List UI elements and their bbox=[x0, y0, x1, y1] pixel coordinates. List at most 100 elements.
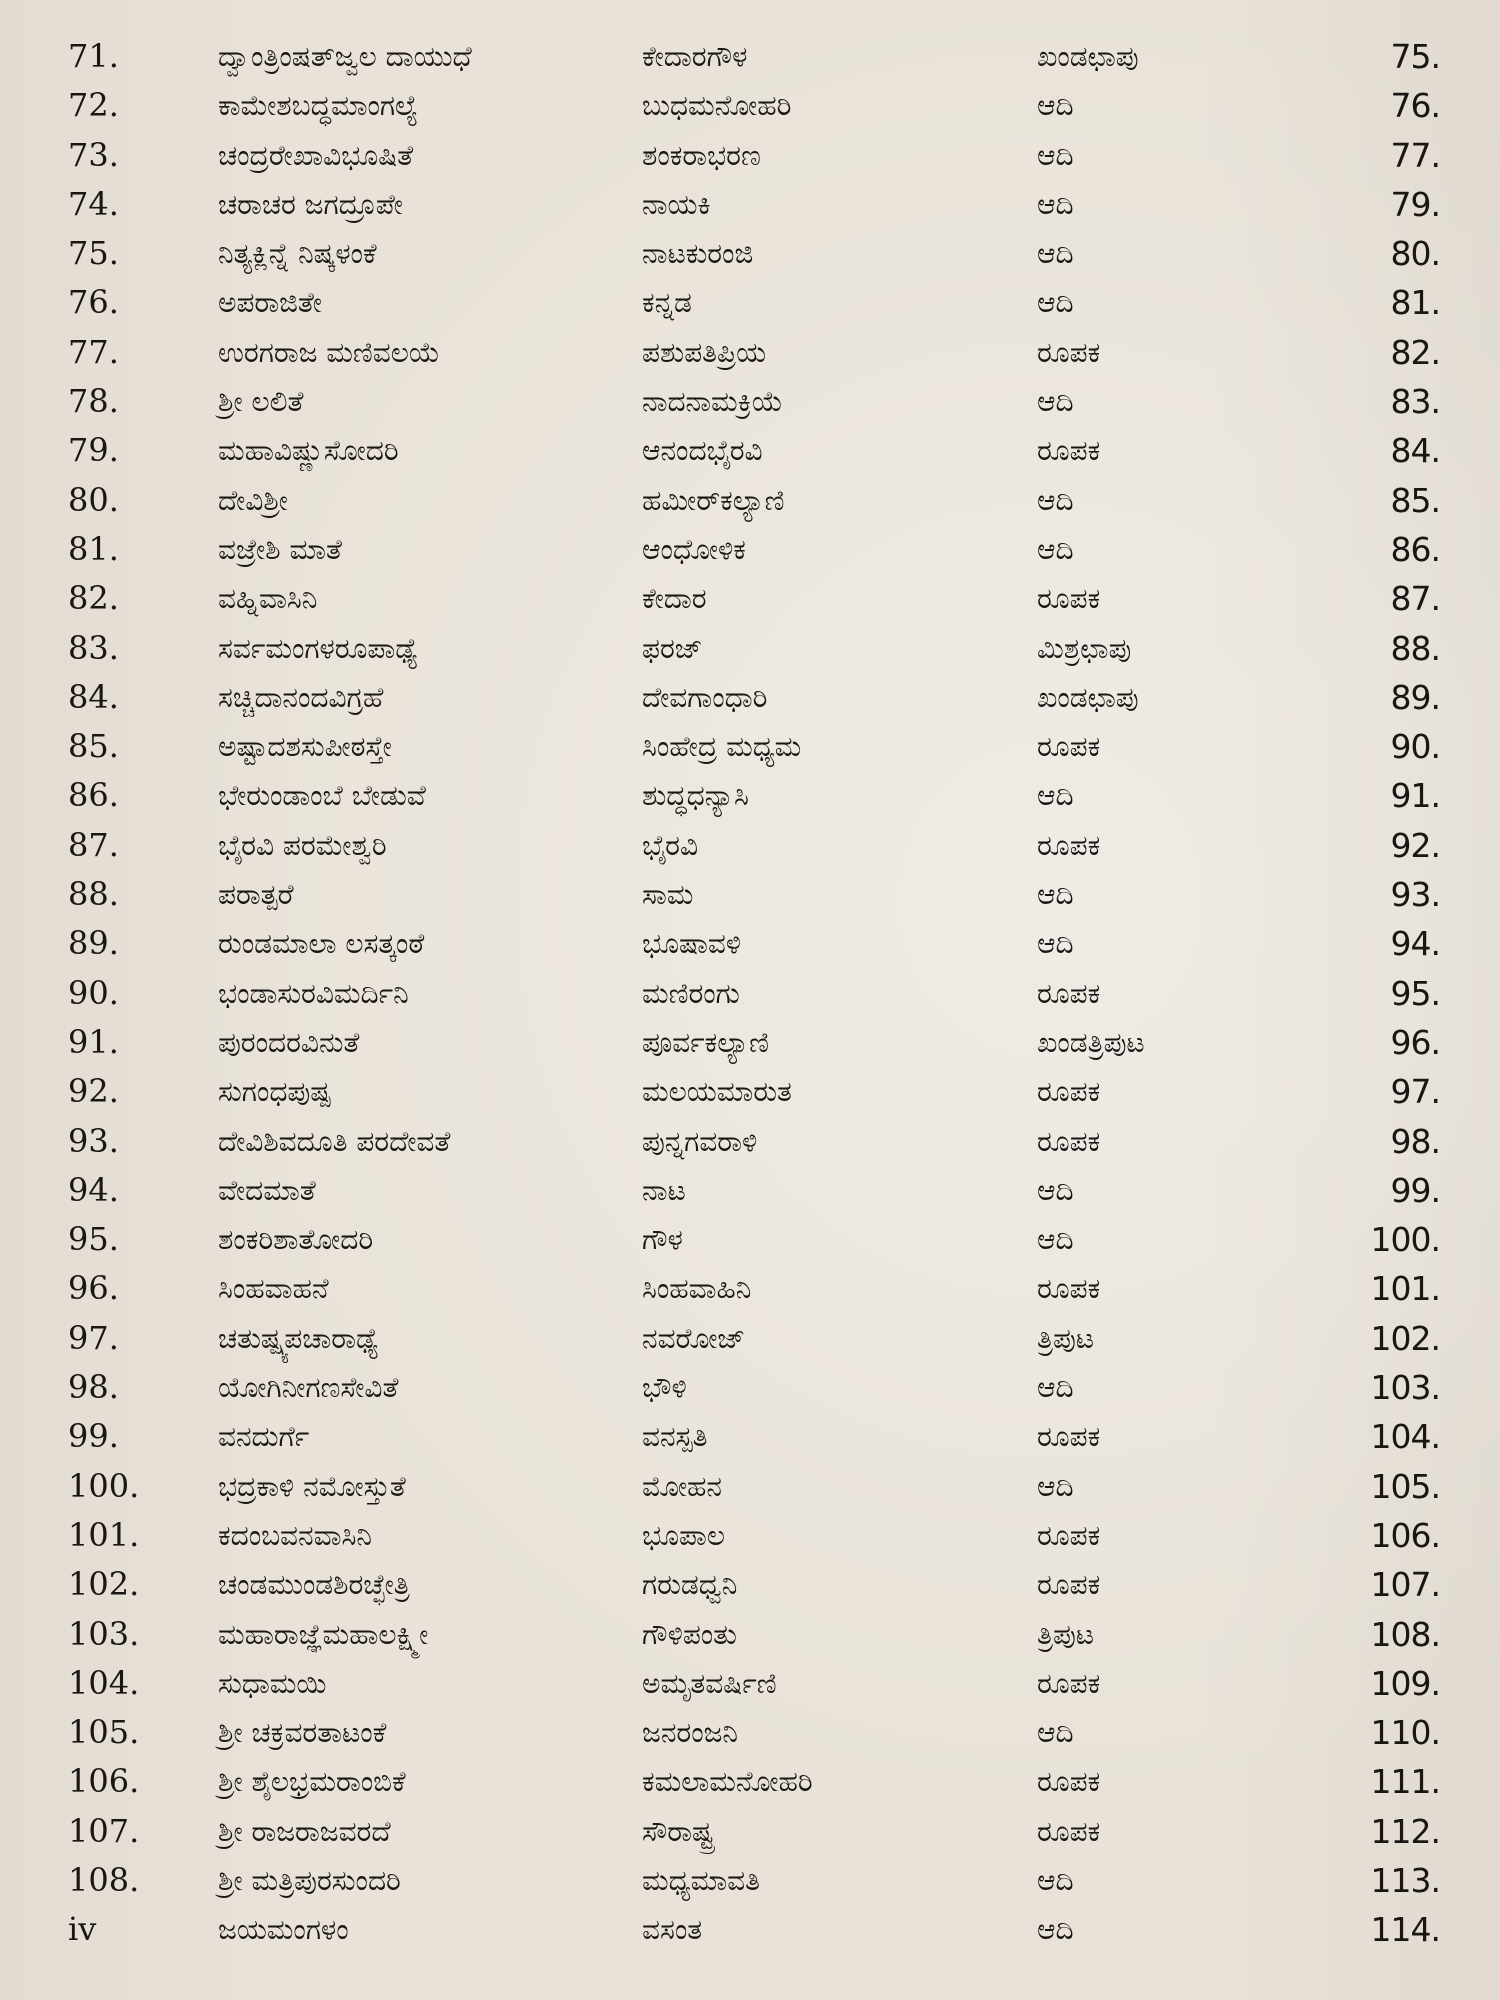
tala-name: ರೂಪಕ bbox=[1037, 730, 1101, 764]
raga-name: ವನಸ್ಪತಿ bbox=[642, 1420, 708, 1454]
item-number: 72. bbox=[68, 86, 119, 125]
item-number: 102. bbox=[68, 1565, 140, 1604]
song-title: ಮಹಾರಾಜ್ಞೆಮಹಾಲಕ್ಷ್ಮೀ bbox=[218, 1617, 429, 1651]
raga-name: ಜನರಂಜನಿ bbox=[642, 1716, 738, 1750]
item-number: 85. bbox=[68, 727, 119, 766]
tala-name: ಆದಿ bbox=[1037, 286, 1074, 320]
page-number: 76. bbox=[1390, 86, 1441, 126]
song-title: ವಹ್ನಿವಾಸಿನಿ bbox=[218, 582, 318, 616]
page-number: 88. bbox=[1390, 628, 1441, 668]
tala-name: ರೂಪಕ bbox=[1037, 828, 1101, 862]
song-title: ಜಯಮಂಗಳಂ bbox=[218, 1913, 349, 1947]
song-title: ಪರಾತ್ಪರೆ bbox=[218, 878, 294, 912]
toc-row: 75. ನಿತ್ಯಕ್ಲಿನ್ನೆ ನಿಷ್ಕಳಂಕೆ ನಾಟಕುರಂಜಿ ಆದಿ 80… bbox=[0, 229, 1500, 278]
tala-name: ಆದಿ bbox=[1037, 927, 1074, 961]
page-number: 86. bbox=[1390, 529, 1441, 569]
raga-name: ವಸಂತ bbox=[642, 1913, 703, 1947]
tala-name: ಆದಿ bbox=[1037, 385, 1074, 419]
raga-name: ಶುದ್ಧಧನ್ಯಾಸಿ bbox=[642, 779, 749, 813]
item-number: 100. bbox=[68, 1466, 140, 1505]
raga-name: ನವರೋಜ್ bbox=[642, 1321, 746, 1355]
page-number: 106. bbox=[1370, 1515, 1441, 1555]
song-title: ಶಂಕರಿಶಾತೋದರಿ bbox=[218, 1223, 374, 1257]
item-number: 73. bbox=[68, 135, 119, 174]
page-number: 75. bbox=[1390, 37, 1441, 76]
item-number: 76. bbox=[68, 283, 119, 322]
tala-name: ರೂಪಕ bbox=[1037, 1765, 1101, 1799]
raga-name: ನಾಟ bbox=[642, 1173, 686, 1207]
song-title: ಭೇರುಂಡಾಂಬೆ ಬೇಡುವೆ bbox=[218, 779, 426, 813]
song-title: ಚತುಷ್ಷ್ಯಪಚಾರಾಢ್ಯೆ bbox=[218, 1321, 379, 1355]
item-number: 108. bbox=[68, 1860, 140, 1899]
toc-row: 95. ಶಂಕರಿಶಾತೋದರಿ ಗೌಳ ಆದಿ 100. bbox=[0, 1215, 1500, 1264]
song-title: ಯೋಗಿನೀಗಣಸೇವಿತೆ bbox=[218, 1371, 399, 1405]
item-number: 81. bbox=[68, 529, 119, 568]
page-number: 108. bbox=[1370, 1614, 1441, 1654]
toc-row: 85. ಅಷ್ಟಾದಶಸುಪೀಠಸ್ತೇ ಸಿಂಹೇದ್ರ ಮಧ್ಯಮ ರೂಪಕ 90. bbox=[0, 722, 1500, 771]
song-title: ಭದ್ರಕಾಳಿ ನಮೋಸ್ತುತೆ bbox=[218, 1469, 406, 1503]
song-title: ಪುರಂದರವಿನುತೆ bbox=[218, 1025, 360, 1059]
toc-row: 98. ಯೋಗಿನೀಗಣಸೇವಿತೆ ಭೌಳಿ ಆದಿ 103. bbox=[0, 1363, 1500, 1412]
raga-name: ಸಿಂಹವಾಹಿನಿ bbox=[642, 1272, 752, 1306]
page-number: 103. bbox=[1370, 1368, 1441, 1408]
toc-row: 102. ಚಂಡಮುಂಡಶಿರಚ್ಛೇತ್ರಿ ಗರುಡಧ್ವನಿ ರೂಪಕ 107. bbox=[0, 1560, 1500, 1609]
toc-row: 94. ವೇದಮಾತೆ ನಾಟ ಆದಿ 99. bbox=[0, 1166, 1500, 1215]
toc-row: 93. ದೇವಿಶಿವದೂತಿ ಪರದೇವತೆ ಪುನ್ನಗವರಾಳಿ ರೂಪಕ 98. bbox=[0, 1117, 1500, 1166]
song-title: ಸಚ್ಚಿದಾನಂದವಿಗ್ರಹೆ bbox=[218, 680, 384, 714]
page-number: 102. bbox=[1370, 1318, 1441, 1358]
toc-row: 78. ಶ್ರೀ ಲಲಿತೆ ನಾದನಾಮಕ್ರಿಯೆ ಆದಿ 83. bbox=[0, 377, 1500, 426]
song-title: ಶ್ರೀ ಮತ್ರಿಪುರಸುಂದರಿ bbox=[218, 1863, 401, 1897]
raga-name: ಮೋಹನ bbox=[642, 1469, 722, 1503]
raga-name: ಭೂಷಾವಳಿ bbox=[642, 927, 742, 961]
page-number: 92. bbox=[1390, 825, 1441, 865]
page-number: 89. bbox=[1390, 677, 1441, 717]
toc-row: 71. ದ್ವಾಂತ್ರಿಂಷತ್‌ಜ್ವಲ ದಾಯುಧೆ ಕೇದಾರಗೌಳ ಖಂಡಛ… bbox=[0, 32, 1500, 81]
toc-row: 72. ಕಾಮೇಶಬದ್ಧಮಾಂಗಲ್ಯೆ ಬುಧಮನೋಹರಿ ಆದಿ 76. bbox=[0, 81, 1500, 130]
tala-name: ಆದಿ bbox=[1037, 1469, 1074, 1503]
item-number: 92. bbox=[68, 1072, 119, 1111]
item-number: 105. bbox=[68, 1713, 140, 1752]
raga-name: ಕೇದಾರಗೌಳ bbox=[642, 40, 748, 73]
item-number: 99. bbox=[68, 1417, 119, 1456]
song-title: ಕಾಮೇಶಬದ್ಧಮಾಂಗಲ್ಯೆ bbox=[218, 89, 419, 123]
raga-name: ಬುಧಮನೋಹರಿ bbox=[642, 89, 792, 123]
tala-name: ರೂಪಕ bbox=[1037, 1666, 1101, 1700]
raga-name: ನಾದನಾಮಕ್ರಿಯೆ bbox=[642, 385, 784, 419]
item-number: 95. bbox=[68, 1220, 119, 1259]
toc-row: 108. ಶ್ರೀ ಮತ್ರಿಪುರಸುಂದರಿ ಮಧ್ಯಮಾವತಿ ಆದಿ 113. bbox=[0, 1856, 1500, 1905]
item-number: 94. bbox=[68, 1170, 119, 1209]
tala-name: ಆದಿ bbox=[1037, 187, 1074, 221]
toc-row: 96. ಸಿಂಹವಾಹನೆ ಸಿಂಹವಾಹಿನಿ ರೂಪಕ 101. bbox=[0, 1264, 1500, 1313]
toc-row: 81. ವಜ್ರೇಶಿ ಮಾತೆ ಆಂಧೋಳಿಕ ಆದಿ 86. bbox=[0, 525, 1500, 574]
toc-row: 97. ಚತುಷ್ಷ್ಯಪಚಾರಾಢ್ಯೆ ನವರೋಜ್ ತ್ರಿಪುಟ 102. bbox=[0, 1314, 1500, 1363]
page-number: 90. bbox=[1390, 727, 1441, 767]
toc-row: 77. ಉರಗರಾಜ ಮಣಿವಲಯೆ ಪಶುಪತಿಪ್ರಿಯ ರೂಪಕ 82. bbox=[0, 328, 1500, 377]
item-number: 84. bbox=[68, 677, 119, 716]
toc-row: 103. ಮಹಾರಾಜ್ಞೆಮಹಾಲಕ್ಷ್ಮೀ ಗೌಳಿಪಂತು ತ್ರಿಪುಟ 10… bbox=[0, 1610, 1500, 1659]
item-number: 107. bbox=[68, 1811, 140, 1850]
page-number: 96. bbox=[1390, 1022, 1441, 1062]
page-number: 101. bbox=[1370, 1269, 1441, 1309]
item-number: 97. bbox=[68, 1318, 119, 1357]
item-number: 79. bbox=[68, 431, 119, 470]
toc-row: iv ಜಯಮಂಗಳಂ ವಸಂತ ಆದಿ 114. bbox=[0, 1905, 1500, 1954]
song-title: ದೇವಿಶ್ರೀ bbox=[218, 483, 288, 517]
raga-name: ಮಧ್ಯಮಾವತಿ bbox=[642, 1863, 760, 1897]
raga-name: ಕನ್ನಡ bbox=[642, 286, 692, 320]
tala-name: ರೂಪಕ bbox=[1037, 1518, 1101, 1552]
page-number: 80. bbox=[1390, 234, 1441, 274]
page-number: 81. bbox=[1390, 283, 1441, 323]
page-number: 99. bbox=[1390, 1170, 1441, 1210]
toc-row: 74. ಚರಾಚರ ಜಗದ್ರೂಪೇ ನಾಯಕಿ ಆದಿ 79. bbox=[0, 180, 1500, 229]
toc-row: 91. ಪುರಂದರವಿನುತೆ ಪೂರ್ವಕಲ್ಯಾಣಿ ಖಂಡತ್ರಿಪುಟ 96. bbox=[0, 1018, 1500, 1067]
raga-name: ಭೈರವಿ bbox=[642, 828, 699, 862]
page-number: 97. bbox=[1390, 1072, 1441, 1112]
item-number: 87. bbox=[68, 825, 119, 864]
page-number: 93. bbox=[1390, 875, 1441, 915]
item-number: 86. bbox=[68, 776, 119, 815]
song-title: ಚಂಡಮುಂಡಶಿರಚ್ಛೇತ್ರಿ bbox=[218, 1568, 410, 1602]
song-title: ಸುಧಾಮಯಿ bbox=[218, 1666, 327, 1700]
tala-name: ಆದಿ bbox=[1037, 1371, 1074, 1405]
tala-name: ಆದಿ bbox=[1037, 878, 1074, 912]
toc-row: 100. ಭದ್ರಕಾಳಿ ನಮೋಸ್ತುತೆ ಮೋಹನ ಆದಿ 105. bbox=[0, 1462, 1500, 1511]
